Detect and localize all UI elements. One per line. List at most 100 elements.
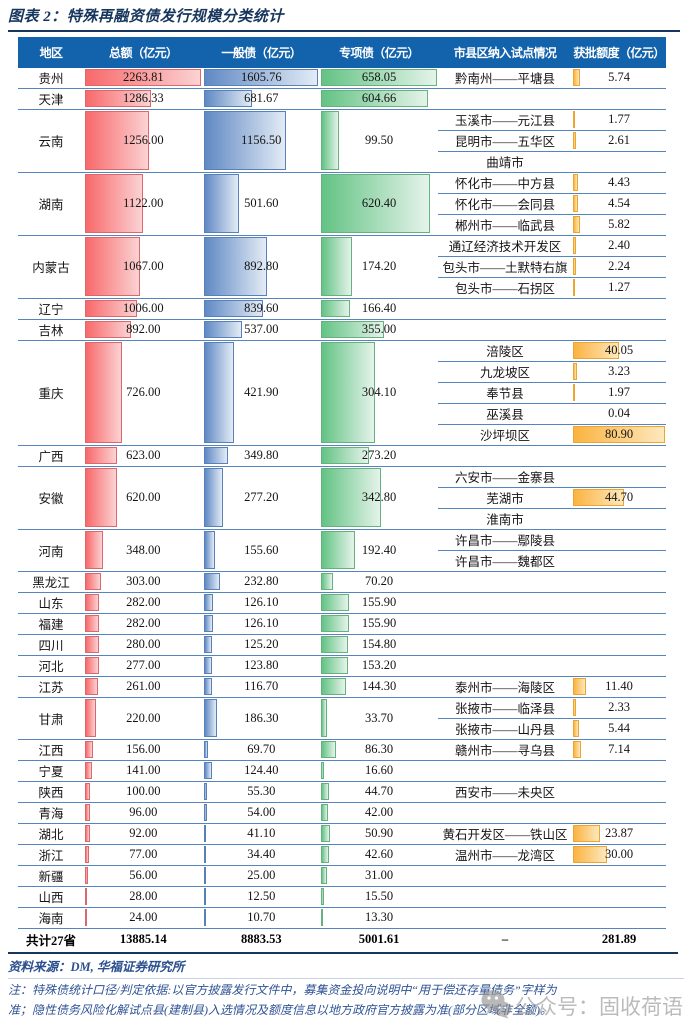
cell-special-0: 658.05 — [320, 68, 438, 89]
cell-general-20: 55.30 — [202, 782, 320, 803]
pilot-name: 六安市——金寨县 — [438, 467, 572, 488]
general-bar — [203, 531, 215, 569]
table-row: 新疆 56.00 25.00 31.00 — [18, 866, 666, 887]
region-name: 新疆 — [18, 866, 84, 887]
general-value: 10.70 — [247, 910, 276, 924]
cell-total-26: 24.00 — [84, 908, 203, 929]
table-row: 江西 156.00 69.70 86.30 赣州市——寻乌县 7.14 — [18, 740, 666, 761]
total-bar — [85, 300, 137, 317]
total-value: 56.00 — [129, 868, 158, 882]
quota-value: 2.61 — [608, 133, 630, 147]
region-name: 陕西 — [18, 782, 84, 803]
table-row: 黑龙江 303.00 232.80 70.20 — [18, 572, 666, 593]
cell-general-19: 124.40 — [202, 761, 320, 782]
special-value: 355.00 — [361, 322, 397, 336]
total-bar — [85, 888, 87, 905]
region-name: 甘肃 — [18, 698, 84, 740]
cell-special-18: 86.30 — [320, 740, 438, 761]
general-value: 25.00 — [247, 868, 276, 882]
table-row: 芜湖市 44.70 — [18, 488, 666, 509]
cell-total-23: 77.00 — [84, 845, 203, 866]
quota-bar — [573, 846, 608, 863]
pilot-name: 通辽经济技术开发区 — [438, 236, 572, 257]
cell-general-15: 123.80 — [202, 656, 320, 677]
cell-general-10: 155.60 — [202, 530, 320, 572]
total-value: 1067.00 — [122, 259, 164, 273]
special-bar — [321, 888, 324, 905]
cell-total-3: 1122.00 — [84, 173, 203, 236]
special-value: 15.50 — [364, 889, 394, 903]
table-row: 江苏 261.00 116.70 144.30 泰州市——海陵区 11.40 — [18, 677, 666, 698]
total-value: 1006.00 — [122, 301, 164, 315]
general-value: 12.50 — [247, 889, 276, 903]
general-bar — [203, 342, 234, 443]
table-row: 曲靖市 — [18, 152, 666, 173]
pilot-name: 淮南市 — [438, 509, 572, 530]
general-value: 55.30 — [247, 784, 276, 798]
total-value: 24.00 — [129, 910, 158, 924]
pilot-name — [438, 299, 572, 320]
table-row: 吉林 892.00 537.00 355.00 — [18, 320, 666, 341]
quota-value: 1.77 — [608, 112, 630, 126]
special-bar — [321, 909, 324, 926]
total-bar — [85, 678, 99, 695]
cell-general-11: 232.80 — [202, 572, 320, 593]
quota-bar — [573, 195, 579, 212]
general-bar — [203, 678, 212, 695]
cell-special-14: 154.80 — [320, 635, 438, 656]
cell-total-7: 726.00 — [84, 341, 203, 446]
cell-special-5: 166.40 — [320, 299, 438, 320]
total-bar — [85, 867, 88, 884]
general-value: 501.60 — [244, 196, 279, 210]
cell-general-22: 41.10 — [202, 824, 320, 845]
cell-quota-13-0 — [572, 614, 666, 635]
quota-value: 44.70 — [604, 490, 634, 504]
general-bar — [203, 90, 252, 107]
general-value: 125.20 — [244, 637, 279, 651]
pilot-name: 张掖市——临泽县 — [438, 698, 572, 719]
cell-special-2: 99.50 — [320, 110, 438, 173]
general-bar — [203, 699, 217, 737]
table-row: 内蒙古 1067.00 892.80 174.20 通辽经济技术开发区 2.40 — [18, 236, 666, 299]
quota-bar — [573, 699, 576, 716]
cell-special-24: 31.00 — [320, 866, 438, 887]
cell-quota-23-0: 30.00 — [572, 845, 666, 866]
pilot-name: 奉节县 — [438, 383, 572, 404]
general-bar — [203, 321, 242, 338]
table-row: 贵州 2263.81 1605.76 658.05 黔南州——平塘县 5.74 — [18, 68, 666, 89]
total-value: 623.00 — [126, 448, 161, 462]
cell-quota-7-3: 0.04 — [572, 404, 666, 425]
total-value: 1122.00 — [123, 196, 164, 210]
total-value: 280.00 — [126, 637, 161, 651]
quota-value: 4.43 — [608, 175, 630, 189]
general-bar — [203, 888, 206, 905]
table-row: 重庆 726.00 421.90 304.10 涪陵区 40.05 — [18, 341, 666, 446]
region-name: 青海 — [18, 803, 84, 824]
special-value: 154.80 — [361, 637, 397, 651]
general-bar — [203, 468, 224, 527]
total-bar — [85, 909, 87, 926]
general-bar — [203, 804, 208, 821]
region-name: 天津 — [18, 89, 84, 110]
quota-value: 11.40 — [605, 679, 633, 693]
table-row: 宁夏 141.00 124.40 16.60 — [18, 761, 666, 782]
total-bar — [85, 447, 117, 464]
quota-value: 0.04 — [608, 406, 630, 420]
cell-general-26: 10.70 — [202, 908, 320, 929]
general-bar — [203, 111, 286, 170]
special-value: 42.00 — [364, 805, 394, 819]
region-name: 江西 — [18, 740, 84, 761]
special-bar — [321, 741, 337, 758]
pilot-name: 包头市——石拐区 — [438, 278, 572, 299]
cell-total-4: 1067.00 — [84, 236, 203, 299]
total-bar — [85, 846, 89, 863]
total-value: 303.00 — [126, 574, 161, 588]
figure-title: 图表 2：特殊再融资债发行规模分类统计 — [8, 9, 284, 25]
table-row: 郴州市——临武县 5.82 — [18, 215, 666, 236]
cell-total-8: 623.00 — [84, 446, 203, 467]
cell-general-17: 186.30 — [202, 698, 320, 740]
table-row: 巫溪县 0.04 — [18, 404, 666, 425]
pilot-name: 巫溪县 — [438, 404, 572, 425]
total-cell-2: 8883.53 — [240, 931, 282, 946]
total-value: 620.00 — [126, 490, 161, 504]
